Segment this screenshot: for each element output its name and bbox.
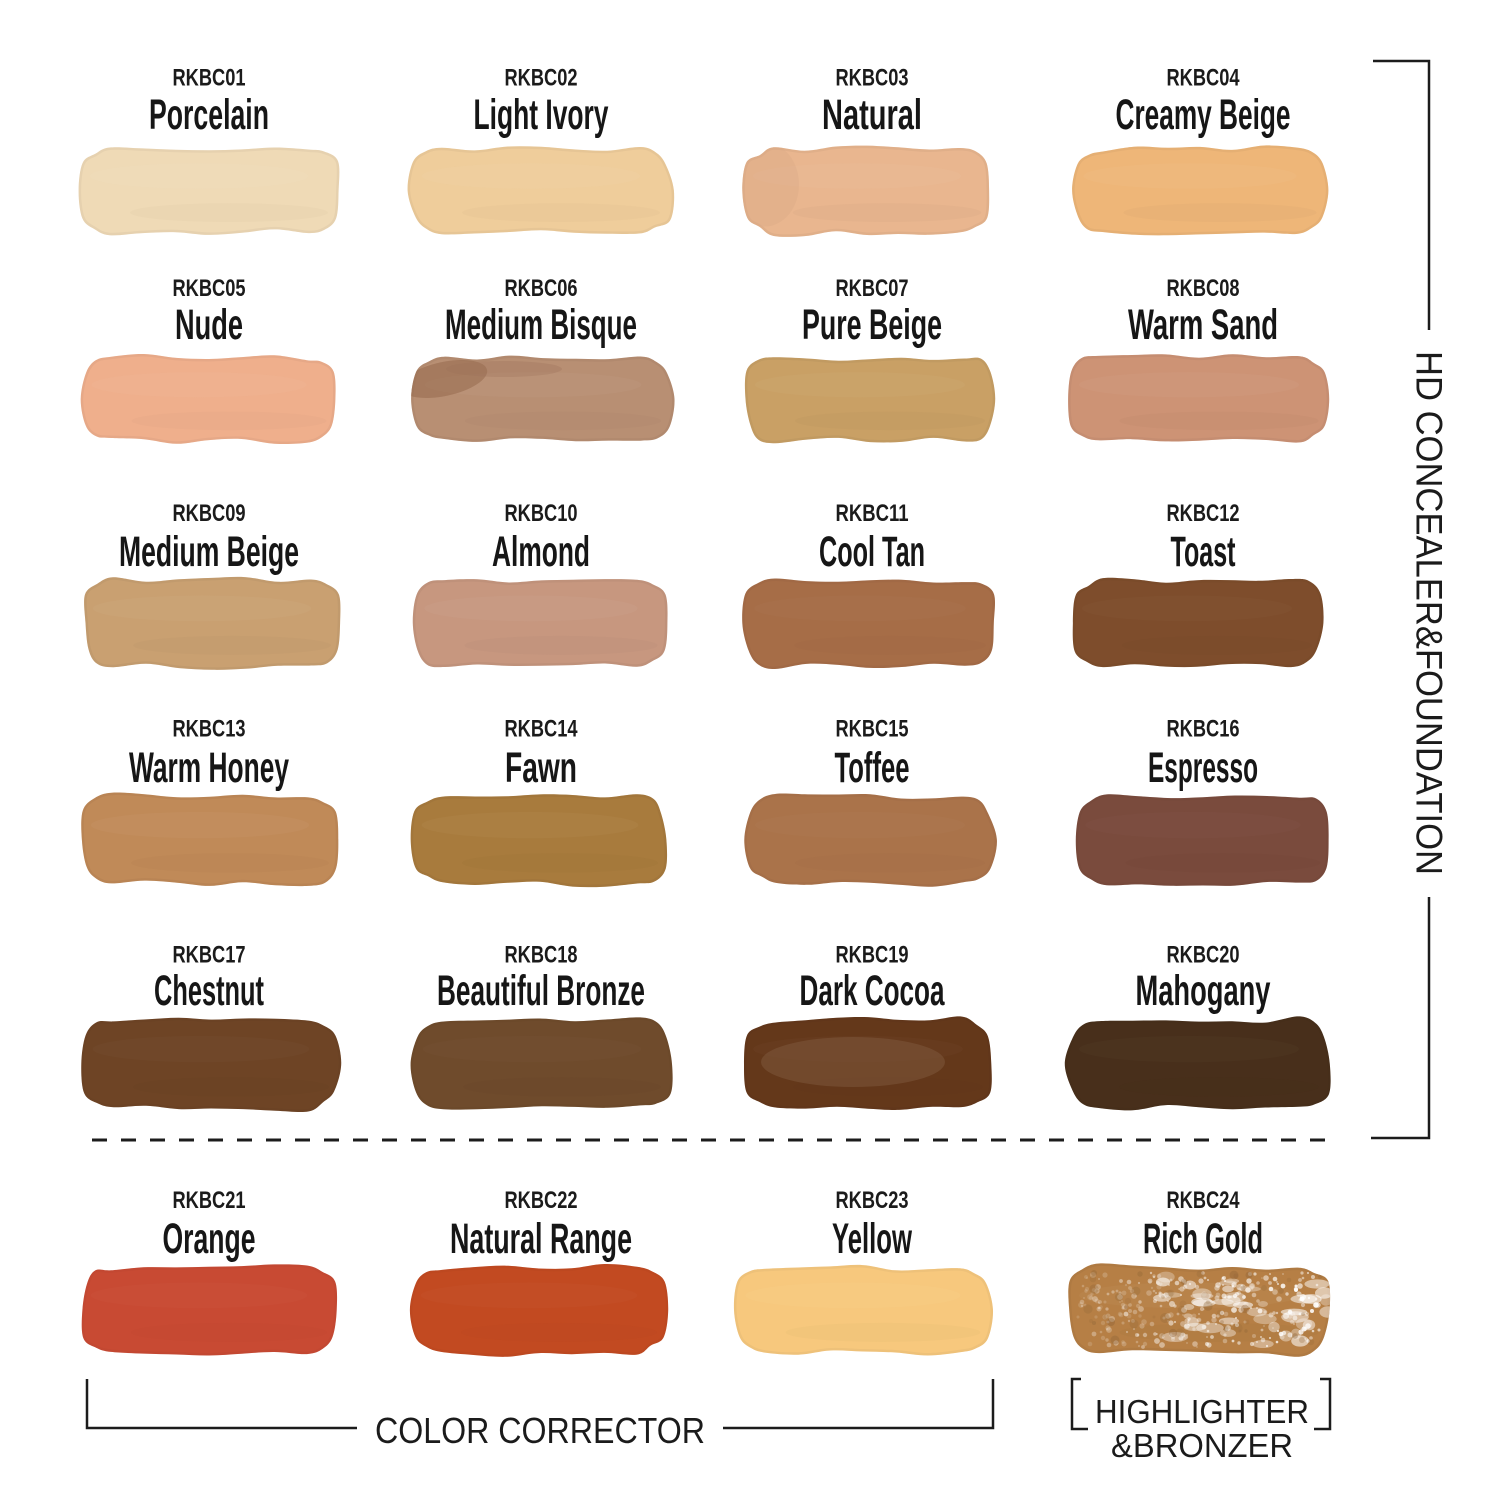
svg-text:RKBC13: RKBC13 — [173, 716, 246, 743]
svg-text:Light Ivory: Light Ivory — [474, 91, 609, 139]
svg-text:Orange: Orange — [163, 1215, 256, 1263]
svg-text:Porcelain: Porcelain — [149, 91, 269, 139]
svg-text:Warm Sand: Warm Sand — [1128, 301, 1278, 349]
svg-text:&BRONZER: &BRONZER — [1111, 1427, 1293, 1464]
svg-text:RKBC22: RKBC22 — [505, 1187, 578, 1214]
svg-text:RKBC02: RKBC02 — [505, 65, 578, 92]
svg-text:RKBC10: RKBC10 — [505, 500, 578, 527]
svg-text:RKBC20: RKBC20 — [1167, 942, 1240, 969]
svg-text:Beautiful Bronze: Beautiful Bronze — [437, 967, 645, 1015]
svg-text:RKBC12: RKBC12 — [1167, 500, 1240, 527]
svg-text:Warm Honey: Warm Honey — [129, 744, 289, 792]
svg-text:RKBC18: RKBC18 — [505, 942, 578, 969]
svg-text:Mahogany: Mahogany — [1136, 967, 1271, 1015]
svg-text:Natural Range: Natural Range — [450, 1215, 632, 1263]
svg-text:RKBC17: RKBC17 — [173, 942, 246, 969]
svg-text:RKBC05: RKBC05 — [173, 275, 246, 302]
svg-text:Creamy Beige: Creamy Beige — [1116, 91, 1291, 139]
svg-text:Pure Beige: Pure Beige — [802, 301, 942, 349]
svg-text:Natural: Natural — [822, 91, 922, 139]
svg-text:Medium Beige: Medium Beige — [119, 528, 299, 576]
svg-text:Toast: Toast — [1171, 528, 1236, 576]
svg-text:Rich Gold: Rich Gold — [1143, 1215, 1263, 1263]
svg-text:RKBC11: RKBC11 — [836, 500, 909, 527]
svg-text:RKBC16: RKBC16 — [1167, 716, 1240, 743]
svg-text:Almond: Almond — [492, 528, 590, 576]
svg-text:RKBC14: RKBC14 — [505, 716, 578, 743]
svg-text:Toffee: Toffee — [835, 744, 910, 792]
svg-text:RKBC06: RKBC06 — [505, 275, 578, 302]
svg-text:Cool Tan: Cool Tan — [819, 528, 925, 576]
svg-text:RKBC01: RKBC01 — [173, 65, 246, 92]
svg-text:Fawn: Fawn — [505, 744, 577, 792]
svg-text:Medium Bisque: Medium Bisque — [445, 301, 637, 349]
svg-text:Espresso: Espresso — [1148, 744, 1258, 792]
svg-text:Yellow: Yellow — [832, 1215, 912, 1263]
svg-text:RKBC08: RKBC08 — [1167, 275, 1240, 302]
svg-text:RKBC19: RKBC19 — [836, 942, 909, 969]
svg-text:RKBC21: RKBC21 — [173, 1187, 246, 1214]
svg-text:RKBC09: RKBC09 — [173, 500, 246, 527]
svg-text:RKBC15: RKBC15 — [836, 716, 909, 743]
svg-text:COLOR CORRECTOR: COLOR CORRECTOR — [375, 1410, 705, 1451]
svg-text:HD CONCEALER&FOUNDATION: HD CONCEALER&FOUNDATION — [1409, 351, 1450, 875]
svg-text:RKBC04: RKBC04 — [1167, 65, 1240, 92]
svg-text:Dark Cocoa: Dark Cocoa — [800, 967, 946, 1015]
svg-text:RKBC03: RKBC03 — [836, 65, 909, 92]
svg-text:RKBC24: RKBC24 — [1167, 1187, 1240, 1214]
svg-text:RKBC23: RKBC23 — [836, 1187, 909, 1214]
svg-text:HIGHLIGHTER: HIGHLIGHTER — [1095, 1393, 1309, 1430]
svg-text:Chestnut: Chestnut — [154, 967, 264, 1015]
svg-text:RKBC07: RKBC07 — [836, 275, 909, 302]
svg-text:Nude: Nude — [175, 301, 243, 349]
